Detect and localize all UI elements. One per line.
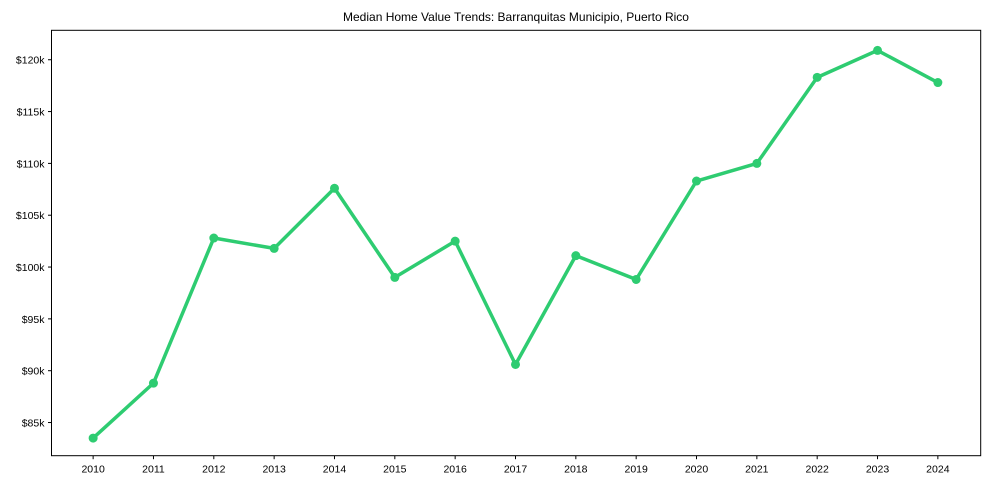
data-point-marker xyxy=(812,72,822,82)
plot-frame xyxy=(51,29,982,457)
x-tick-label: 2023 xyxy=(866,464,890,476)
x-tick-label: 2020 xyxy=(685,464,709,476)
x-tick-label: 2014 xyxy=(323,464,347,476)
x-tick-label: 2021 xyxy=(745,464,769,476)
y-axis: $85k $90k $95k $100k $105k $110k $115k $120k xyxy=(16,55,52,430)
data-point-marker xyxy=(329,183,339,193)
data-point-marker xyxy=(752,158,762,168)
y-tick-label: $105k xyxy=(16,210,45,222)
x-axis: 2010 2011 2012 2013 2014 2015 2016 2017 2018 2019… xyxy=(81,455,950,476)
data-series xyxy=(88,45,943,443)
x-tick-label: 2019 xyxy=(624,464,648,476)
x-tick-label: 2017 xyxy=(504,464,528,476)
chart-title: Median Home Value Trends: Barranquitas M… xyxy=(343,10,689,24)
x-tick-label: 2016 xyxy=(443,464,467,476)
y-tick-label: $85k xyxy=(22,418,46,430)
data-point-marker xyxy=(390,272,400,282)
x-tick-label: 2013 xyxy=(262,464,286,476)
y-tick-label: $115k xyxy=(17,107,46,119)
data-point-marker xyxy=(692,176,702,186)
x-tick-label: 2024 xyxy=(926,464,950,476)
data-point-marker xyxy=(88,433,98,443)
x-tick-label: 2015 xyxy=(383,464,407,476)
y-tick-label: $110k xyxy=(17,158,46,170)
data-point-marker xyxy=(148,378,158,388)
y-tick-label: $120k xyxy=(16,55,45,67)
x-tick-label: 2012 xyxy=(202,464,226,476)
x-tick-label: 2022 xyxy=(806,464,830,476)
data-point-marker xyxy=(269,243,279,253)
y-tick-label: $90k xyxy=(22,366,46,378)
plot-area xyxy=(51,29,982,457)
data-point-marker xyxy=(631,274,641,284)
y-tick-label: $95k xyxy=(22,314,46,326)
x-tick-label: 2011 xyxy=(142,464,165,476)
y-tick-label: $100k xyxy=(16,262,45,274)
data-point-marker xyxy=(450,236,460,246)
x-tick-label: 2010 xyxy=(81,464,105,476)
data-point-marker xyxy=(933,78,943,88)
data-point-marker xyxy=(209,233,219,243)
data-point-marker xyxy=(873,45,883,55)
x-tick-label: 2018 xyxy=(564,464,588,476)
data-point-marker xyxy=(571,251,581,261)
data-point-marker xyxy=(510,359,520,369)
